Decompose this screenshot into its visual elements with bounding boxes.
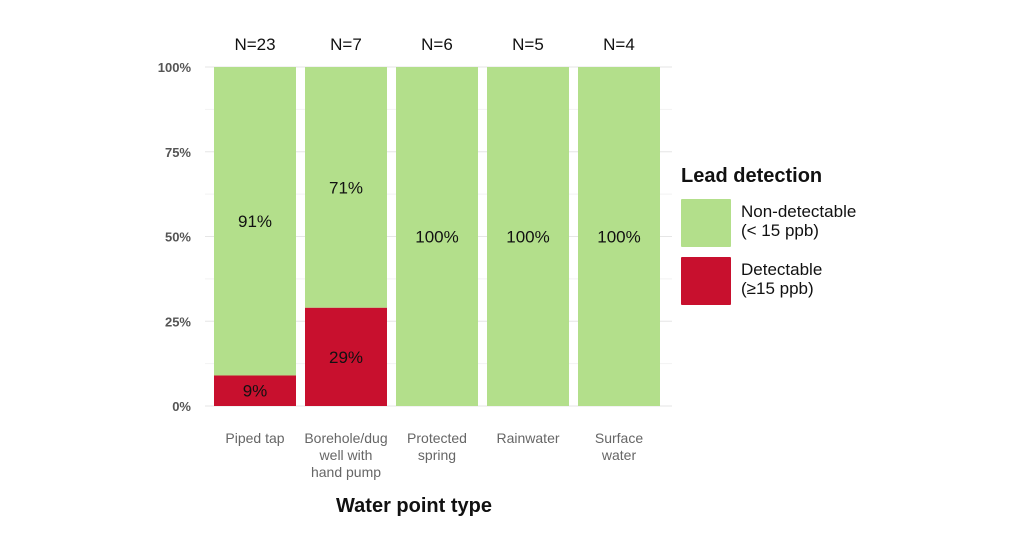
x-axis-title: Water point type <box>336 495 492 517</box>
x-axis-category-labels: Piped tap Borehole/dug well with hand pump P… <box>225 430 643 480</box>
bar-value-label: 100% <box>597 228 640 247</box>
bar-value-label: 71% <box>329 178 363 197</box>
legend-swatch <box>681 257 731 305</box>
x-tick-label: Borehole/dug well with hand pump <box>304 430 387 480</box>
n-labels: N=23 N=7 N=6 N=5 N=4 <box>234 35 634 54</box>
x-tick-label: Piped tap <box>225 430 284 446</box>
y-tick-label: 25% <box>165 314 191 329</box>
y-tick-label: 0% <box>172 399 191 414</box>
legend-title: Lead detection <box>681 165 822 187</box>
bar-segment <box>396 67 478 406</box>
legend-label: Non-detectable (< 15 ppb) <box>741 202 856 240</box>
x-tick-label: Rainwater <box>496 430 559 446</box>
bar-value-label: 100% <box>415 228 458 247</box>
bar-segment <box>305 67 387 308</box>
y-tick-label: 75% <box>165 145 191 160</box>
n-label: N=4 <box>603 35 635 54</box>
legend: Lead detection Non-detectable (< 15 ppb) De… <box>681 165 856 305</box>
bar-value-label: 100% <box>506 228 549 247</box>
y-axis-ticks: 0% 25% 50% 75% 100% <box>158 60 192 414</box>
x-tick-label: Protected spring <box>407 430 467 463</box>
bar-labels: 9% 91% 29% 71% 100% 100% 100% <box>238 178 641 400</box>
bar-value-label: 29% <box>329 348 363 367</box>
x-tick-label: Surface water <box>595 430 643 463</box>
n-label: N=5 <box>512 35 544 54</box>
bar-segment <box>578 67 660 406</box>
n-label: N=6 <box>421 35 453 54</box>
bar-segment <box>487 67 569 406</box>
bar-value-label: 9% <box>243 382 268 401</box>
bar-segment <box>305 307 387 406</box>
bars <box>214 67 660 406</box>
bar-segment <box>214 375 296 406</box>
y-tick-label: 50% <box>165 230 191 245</box>
legend-swatch <box>681 199 731 247</box>
y-tick-label: 100% <box>158 60 192 75</box>
bar-value-label: 91% <box>238 212 272 231</box>
legend-label: Detectable (≥15 ppb) <box>741 260 822 298</box>
bar-segment <box>214 67 296 376</box>
n-label: N=7 <box>330 35 362 54</box>
n-label: N=23 <box>234 35 275 54</box>
